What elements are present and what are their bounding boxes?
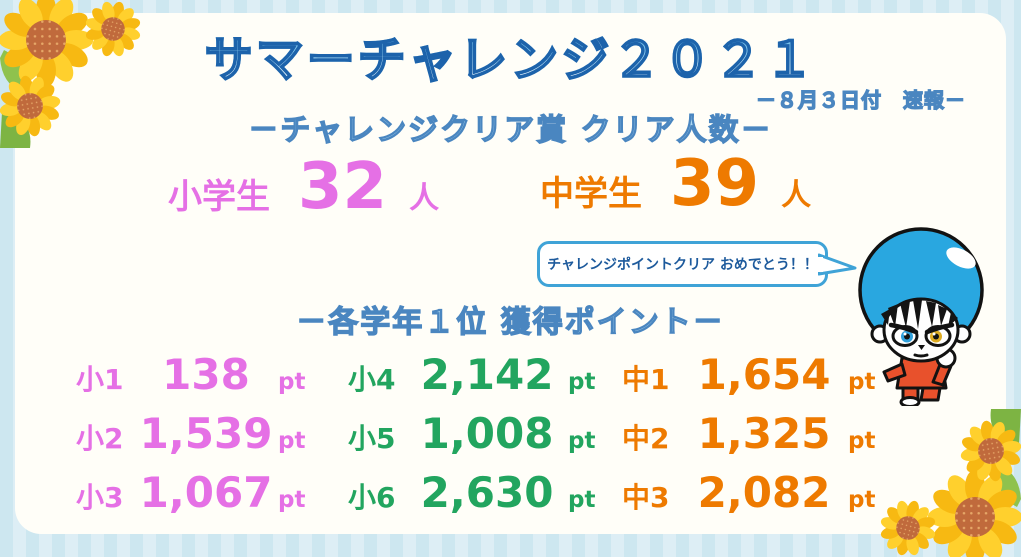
points-row: 中2 1,325 pt (622, 409, 894, 458)
points-unit: pt (568, 428, 596, 454)
points-unit: pt (278, 369, 306, 395)
points-row: 小2 1,539 pt (76, 409, 324, 458)
points-row: 小6 2,630 pt (348, 468, 614, 517)
points-value: 2,630 (420, 468, 554, 517)
poster-card (15, 13, 1006, 534)
points-unit: pt (278, 428, 306, 454)
junior-high-label: 中学生 (540, 174, 642, 214)
points-unit: pt (848, 428, 876, 454)
grade-label: 中2 (622, 422, 670, 455)
speech-bubble-text: チャレンジポイントクリア おめでとう！！ (547, 257, 818, 273)
points-column-elementary-upper: 小4 2,142 pt 小5 1,008 pt 小6 2,630 pt (348, 350, 614, 517)
points-row: 中3 2,082 pt (622, 468, 894, 517)
junior-high-count-unit: 人 (781, 178, 812, 213)
points-value: 2,082 (697, 468, 831, 517)
points-unit: pt (568, 369, 596, 395)
points-column-elementary-lower: 小1 138 pt 小2 1,539 pt 小3 1,067 pt (76, 350, 324, 517)
points-row: 小3 1,067 pt (76, 468, 324, 517)
mascot-character (858, 227, 984, 406)
speech-bubble-tail (818, 253, 857, 276)
date-note: －８月３日付 速報－ (755, 87, 966, 112)
sunflower-decoration-bottom-right (873, 409, 1021, 557)
points-column-junior-high: 中1 1,654 pt 中2 1,325 pt 中3 2,082 pt (622, 350, 894, 517)
grade-label: 小1 (76, 363, 124, 396)
grade-label: 小4 (348, 363, 396, 396)
points-unit: pt (848, 487, 876, 513)
points-row: 小4 2,142 pt (348, 350, 614, 399)
points-row: 小5 1,008 pt (348, 409, 614, 458)
top-points-heading: －各学年１位 獲得ポイント－ (296, 304, 725, 340)
grade-label: 小5 (348, 422, 396, 455)
poster-title: サマーチャレンジ２０２１ (0, 20, 1021, 90)
points-value: 1,008 (420, 409, 554, 458)
points-unit: pt (568, 487, 596, 513)
grade-label: 中1 (622, 363, 670, 396)
speech-bubble: チャレンジポイントクリア おめでとう！！ (537, 241, 828, 287)
junior-high-count: 39 (670, 147, 760, 221)
points-value: 2,142 (420, 350, 554, 399)
grade-label: 中3 (622, 481, 670, 514)
points-unit: pt (848, 369, 876, 395)
points-unit: pt (278, 487, 306, 513)
points-value: 138 (162, 350, 250, 399)
elementary-count-group: 小学生 32 人 (168, 150, 439, 224)
junior-high-count-group: 中学生 39 人 (540, 147, 811, 221)
grade-label: 小3 (76, 481, 124, 514)
clear-award-heading: －チャレンジクリア賞 クリア人数－ (248, 112, 773, 148)
points-row: 中1 1,654 pt (622, 350, 894, 399)
points-value: 1,325 (697, 409, 831, 458)
grade-label: 小6 (348, 481, 396, 514)
elementary-count-unit: 人 (409, 181, 440, 216)
grade-label: 小2 (76, 422, 124, 455)
points-value: 1,539 (139, 409, 273, 458)
points-row: 小1 138 pt (76, 350, 324, 399)
points-value: 1,067 (139, 468, 273, 517)
points-value: 1,654 (697, 350, 831, 399)
sunflower-decoration-top-left (0, 0, 148, 148)
elementary-count: 32 (298, 150, 388, 224)
elementary-label: 小学生 (168, 177, 270, 217)
